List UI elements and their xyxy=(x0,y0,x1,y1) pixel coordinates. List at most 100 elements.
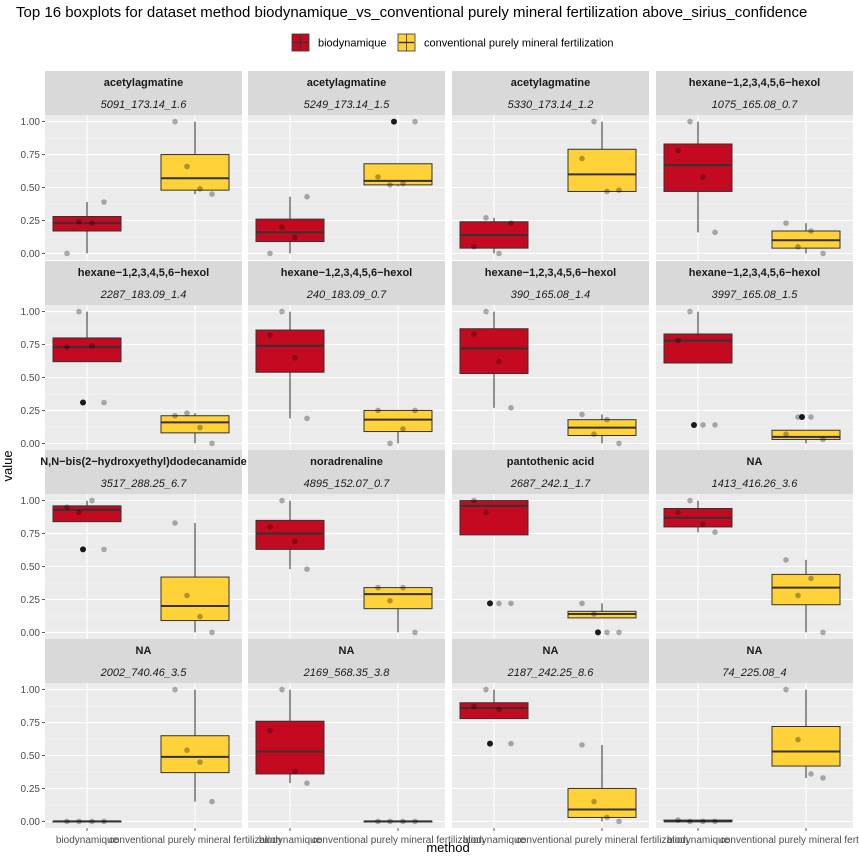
data-point xyxy=(375,407,381,414)
data-point xyxy=(279,497,285,504)
box xyxy=(771,726,841,767)
data-point xyxy=(675,509,681,516)
data-point xyxy=(387,597,393,604)
data-point xyxy=(483,509,489,516)
data-point xyxy=(471,703,477,710)
y-tick-label: 1.00 xyxy=(21,496,41,507)
data-point xyxy=(591,798,597,805)
box xyxy=(52,337,122,363)
facet-panel: acetylagmatine 5091_173.14_1.6 0.00 0.25 0.5… xyxy=(21,71,242,260)
box xyxy=(363,409,433,433)
facet-strip-feature-label: 1075_165.08_0.7 xyxy=(712,99,799,111)
facet-strip-feature-label: 3517_288.25_6.7 xyxy=(101,478,188,490)
facet-strip-compound-label: hexane−1,2,3,4,5,6−hexol xyxy=(485,267,616,279)
data-point xyxy=(292,538,298,545)
facet-panel: hexane−1,2,3,4,5,6−hexol 390_165.08_1.4 xyxy=(452,261,649,450)
facet-strip-compound-label: NA xyxy=(136,645,152,657)
facet-panel: NA 2187_242.25_8.6 xyxy=(452,639,649,831)
box xyxy=(255,329,325,373)
facet-strip-compound xyxy=(656,261,853,283)
facet-panel: NA 2169_568.35_3.8 xyxy=(248,639,445,831)
box xyxy=(567,148,637,192)
facet-panel: NA 1413_416.26_3.6 xyxy=(656,450,853,639)
data-point xyxy=(496,706,502,713)
data-point xyxy=(279,686,285,693)
y-tick-label: 0.00 xyxy=(21,817,41,828)
data-point xyxy=(579,600,585,607)
data-point xyxy=(172,686,178,693)
data-point xyxy=(184,747,190,754)
outlier-point xyxy=(595,629,601,636)
data-point xyxy=(795,414,801,420)
data-point xyxy=(675,817,681,823)
box xyxy=(363,587,433,610)
facet-strip-feature xyxy=(248,93,445,115)
data-point xyxy=(808,228,814,234)
outlier-point xyxy=(691,421,697,428)
facet-strip-feature xyxy=(656,661,853,683)
data-point xyxy=(76,218,82,225)
data-point xyxy=(292,354,298,361)
facet-panel: acetylagmatine 5249_173.14_1.5 xyxy=(248,71,445,260)
x-tick-label: biodynamique xyxy=(259,835,322,846)
facet-strip-feature-label: 2287_183.09_1.4 xyxy=(100,289,187,301)
legend: biodynamique conventional purely mineral … xyxy=(291,33,614,52)
facet-strip-compound xyxy=(45,71,242,93)
facet-strip-compound-label: NA xyxy=(339,645,355,657)
data-point xyxy=(64,818,70,825)
data-point xyxy=(172,520,178,526)
facet-strip-feature xyxy=(452,661,649,683)
data-point xyxy=(76,509,82,516)
data-point xyxy=(279,308,285,315)
data-point xyxy=(820,629,826,636)
data-point xyxy=(184,163,190,170)
data-point xyxy=(209,191,215,197)
data-point xyxy=(197,424,203,431)
facet-strip-compound-label: acetylagmatine xyxy=(307,77,386,89)
data-point xyxy=(616,440,622,447)
box xyxy=(255,218,325,243)
data-point xyxy=(412,118,418,125)
facet-strip-feature-label: 4895_152.07_0.7 xyxy=(304,478,391,490)
data-point xyxy=(616,818,622,825)
data-point xyxy=(808,771,814,777)
facet-strip-feature-label: 5249_173.14_1.5 xyxy=(304,99,391,111)
facet-strip-compound-label: hexane−1,2,3,4,5,6−hexol xyxy=(281,267,412,279)
facet-strip-feature-label: 240_183.09_0.7 xyxy=(306,289,387,301)
data-point xyxy=(700,174,706,180)
data-point xyxy=(64,504,70,510)
y-tick-label: 0.75 xyxy=(21,718,41,729)
data-point xyxy=(616,187,622,193)
data-point xyxy=(687,118,693,125)
facet-strip-feature xyxy=(45,472,242,494)
data-point xyxy=(387,818,393,825)
data-point xyxy=(387,440,393,447)
data-point xyxy=(184,410,190,416)
y-tick-label: 0.25 xyxy=(21,595,41,606)
facet-panel: hexane−1,2,3,4,5,6−hexol 240_183.09_0.7 xyxy=(248,261,445,450)
data-point xyxy=(471,244,477,250)
facet-strip-compound xyxy=(248,261,445,283)
data-point xyxy=(687,818,693,825)
data-point xyxy=(675,147,681,154)
data-point xyxy=(820,775,826,781)
facet-strip-feature-label: 1413_416.26_3.6 xyxy=(712,478,799,490)
data-point xyxy=(591,611,597,617)
facet-strip-feature xyxy=(45,661,242,683)
facet-strip-compound xyxy=(452,261,649,283)
facet-strip-compound-label: acetylagmatine xyxy=(511,77,590,89)
data-point xyxy=(712,529,718,536)
data-point xyxy=(304,566,310,572)
facet-strip-compound-label: hexane−1,2,3,4,5,6−hexol xyxy=(689,77,820,89)
facet-strip-feature xyxy=(248,283,445,305)
data-point xyxy=(616,629,622,636)
box xyxy=(160,576,230,622)
data-point xyxy=(267,524,273,530)
legend-label: biodynamique xyxy=(318,38,387,50)
box xyxy=(771,429,841,440)
data-point xyxy=(795,244,801,250)
facet-panel: hexane−1,2,3,4,5,6−hexol 1075_165.08_0.7 xyxy=(656,71,853,260)
data-point xyxy=(209,798,215,805)
